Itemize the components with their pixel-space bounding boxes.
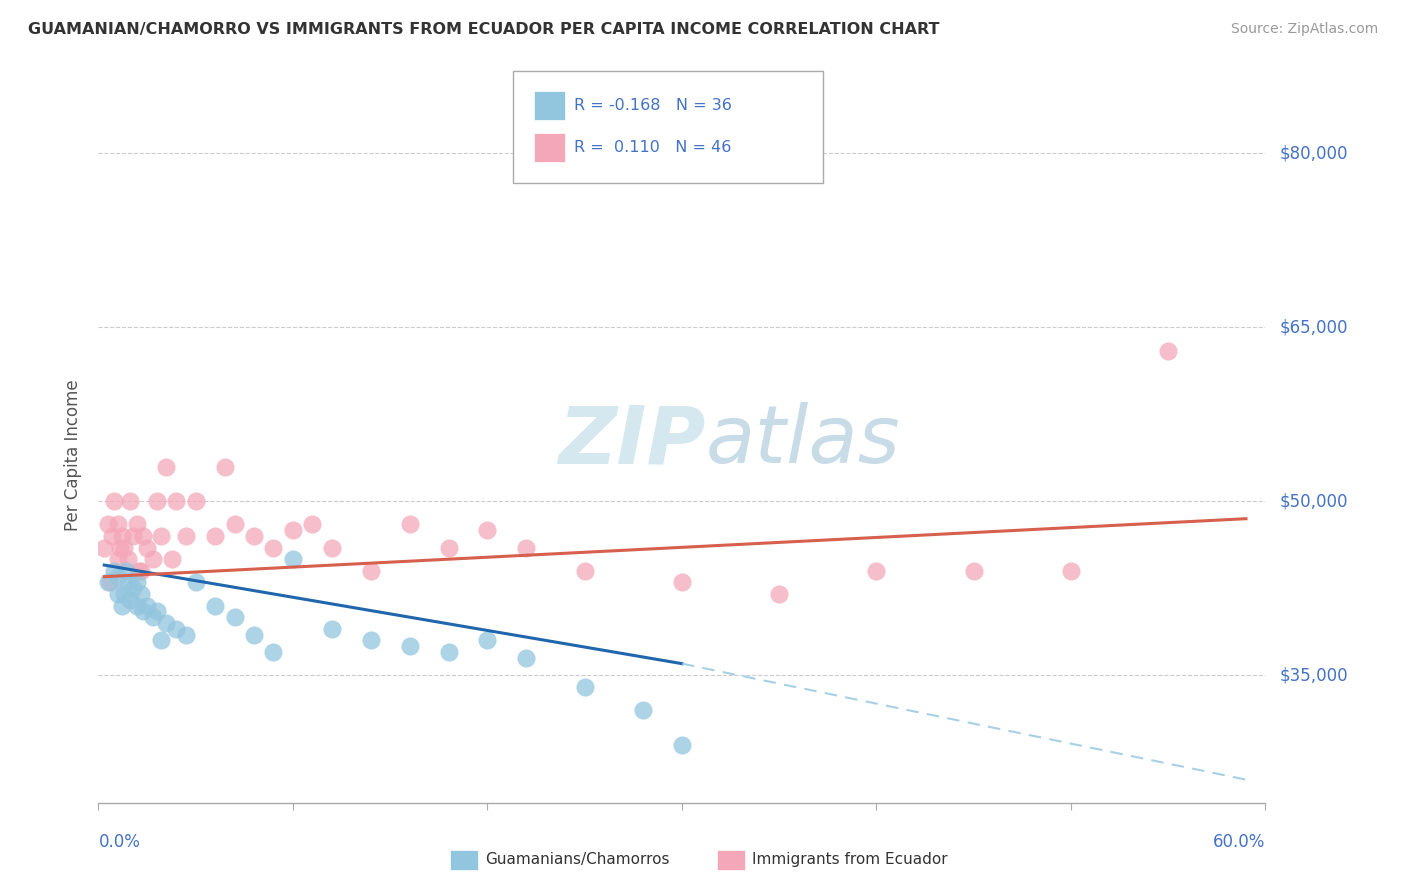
Point (204, 599, 226, 613)
Point (146, 605, 169, 619)
Point (117, 552, 139, 566)
Point (155, 459, 177, 474)
Point (111, 529, 134, 543)
Text: $65,000: $65,000 (1279, 318, 1348, 336)
Text: 60.0%: 60.0% (1213, 833, 1265, 851)
Point (204, 529, 226, 543)
Point (117, 575, 139, 590)
Point (112, 587, 135, 601)
Point (398, 517, 420, 532)
Point (118, 592, 141, 607)
Text: Immigrants from Ecuador: Immigrants from Ecuador (752, 853, 948, 867)
Point (360, 564, 382, 578)
Text: atlas: atlas (706, 402, 900, 480)
Point (301, 517, 323, 532)
Point (162, 552, 184, 566)
Point (321, 622, 343, 636)
Text: 0.0%: 0.0% (98, 833, 141, 851)
Point (122, 529, 145, 543)
Point (127, 517, 149, 532)
Text: GUAMANIAN/CHAMORRO VS IMMIGRANTS FROM ECUADOR PER CAPITA INCOME CORRELATION CHAR: GUAMANIAN/CHAMORRO VS IMMIGRANTS FROM EC… (28, 22, 939, 37)
Point (262, 541, 284, 555)
Point (132, 529, 155, 543)
Point (149, 633, 172, 648)
Point (768, 587, 790, 601)
Point (865, 564, 887, 578)
Point (574, 680, 596, 694)
Point (631, 703, 654, 717)
Point (103, 564, 125, 578)
Point (155, 615, 177, 630)
Point (437, 541, 460, 555)
Point (93, 541, 115, 555)
Point (127, 575, 149, 590)
Point (107, 570, 129, 584)
Point (224, 517, 246, 532)
Point (142, 610, 165, 624)
Point (243, 628, 266, 642)
Text: $80,000: $80,000 (1279, 145, 1348, 162)
Text: R =  0.110   N = 46: R = 0.110 N = 46 (574, 140, 731, 154)
Point (515, 651, 537, 665)
Point (108, 541, 131, 555)
Point (122, 582, 145, 596)
Text: R = -0.168   N = 36: R = -0.168 N = 36 (574, 98, 731, 112)
Point (243, 529, 266, 543)
Point (118, 494, 141, 508)
Point (136, 541, 159, 555)
Point (174, 529, 197, 543)
Point (671, 738, 693, 752)
Point (477, 633, 499, 648)
Point (111, 599, 134, 613)
Point (136, 599, 159, 613)
Point (437, 645, 460, 659)
Point (165, 494, 187, 508)
Point (477, 523, 499, 537)
Point (98, 575, 121, 590)
Point (671, 575, 693, 590)
Point (1060, 564, 1083, 578)
Point (184, 494, 207, 508)
Point (146, 494, 169, 508)
Point (107, 587, 129, 601)
Y-axis label: Per Capita Income: Per Capita Income (65, 379, 83, 531)
Point (214, 459, 236, 474)
Point (224, 610, 246, 624)
Point (107, 552, 129, 566)
Point (398, 639, 420, 653)
Point (360, 633, 382, 648)
Point (321, 541, 343, 555)
Point (129, 564, 152, 578)
Point (132, 605, 155, 619)
Point (114, 564, 136, 578)
Point (112, 541, 135, 555)
Point (97, 575, 120, 590)
Point (515, 541, 537, 555)
Point (174, 628, 197, 642)
Point (107, 517, 129, 532)
Point (101, 529, 124, 543)
Point (281, 523, 304, 537)
Point (128, 564, 150, 578)
Point (281, 552, 304, 566)
Point (97, 517, 120, 532)
Text: $35,000: $35,000 (1279, 666, 1348, 684)
Text: Guamanians/Chamorros: Guamanians/Chamorros (485, 853, 669, 867)
Point (1157, 343, 1180, 358)
Point (574, 564, 596, 578)
Text: Source: ZipAtlas.com: Source: ZipAtlas.com (1230, 22, 1378, 37)
Text: ZIP: ZIP (558, 402, 706, 480)
Point (262, 645, 284, 659)
Point (165, 622, 187, 636)
Point (962, 564, 984, 578)
Point (184, 575, 207, 590)
Point (129, 587, 152, 601)
Point (149, 529, 172, 543)
Point (142, 552, 165, 566)
Point (127, 599, 149, 613)
Text: $50,000: $50,000 (1279, 492, 1348, 510)
Point (103, 494, 125, 508)
